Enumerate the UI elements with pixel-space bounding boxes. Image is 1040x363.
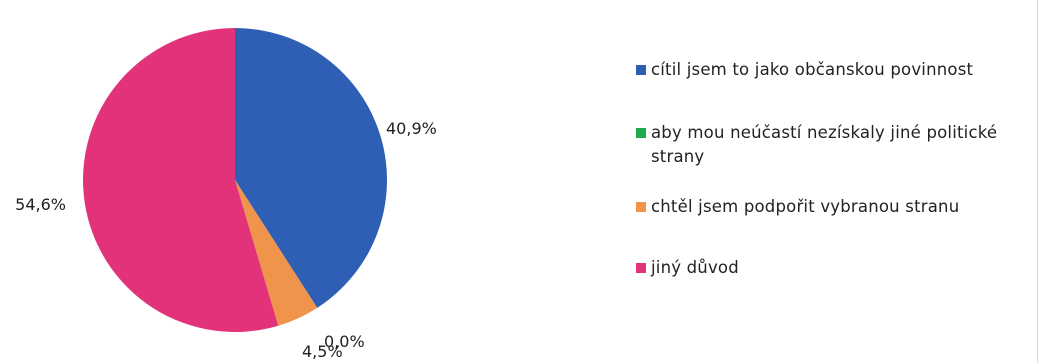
legend-label-prevent-other-parties: aby mou neúčastí nezískaly jiné politick…	[651, 123, 998, 166]
legend-item-civic-duty: cítil jsem to jako občanskou povinnost	[636, 58, 1036, 82]
legend-label-support-party: chtěl jsem podpořit vybranou stranu	[651, 197, 960, 216]
legend-swatch-support-party	[636, 202, 646, 212]
pie-slice-jiny-duvod	[83, 28, 279, 332]
data-label-jiny-duvod: 54,6%	[15, 195, 66, 214]
data-label-citil-jsem-to-jako-obcanskou-povinnost: 40,9%	[386, 119, 437, 138]
legend-item-other-reason: jiný důvod	[636, 256, 1036, 280]
data-label-aby-mou-neucasti-neziskaly-jine-politicke-strany: 0,0%	[324, 332, 365, 351]
legend-swatch-civic-duty	[636, 65, 646, 75]
pie-slice-citil-jsem-to-jako-obcanskou-povinnost	[235, 28, 387, 308]
legend-swatch-prevent-other-parties	[636, 128, 646, 138]
legend-label-other-reason: jiný důvod	[651, 258, 739, 277]
legend-label-civic-duty: cítil jsem to jako občanskou povinnost	[651, 60, 974, 79]
pie-chart: 40,9% 0,0%4,5% 54,6%	[15, 28, 437, 361]
legend-item-prevent-other-parties: aby mou neúčastí nezískaly jiné politick…	[636, 121, 1031, 169]
right-divider	[1037, 0, 1038, 363]
legend-swatch-other-reason	[636, 263, 646, 273]
pie-slice-chtel-jsem-podporit-vybranou-stranu	[235, 180, 318, 326]
data-label-chtel-jsem-podporit-vybranou-stranu: 4,5%	[302, 342, 343, 361]
legend-item-support-party: chtěl jsem podpořit vybranou stranu	[636, 195, 1036, 219]
